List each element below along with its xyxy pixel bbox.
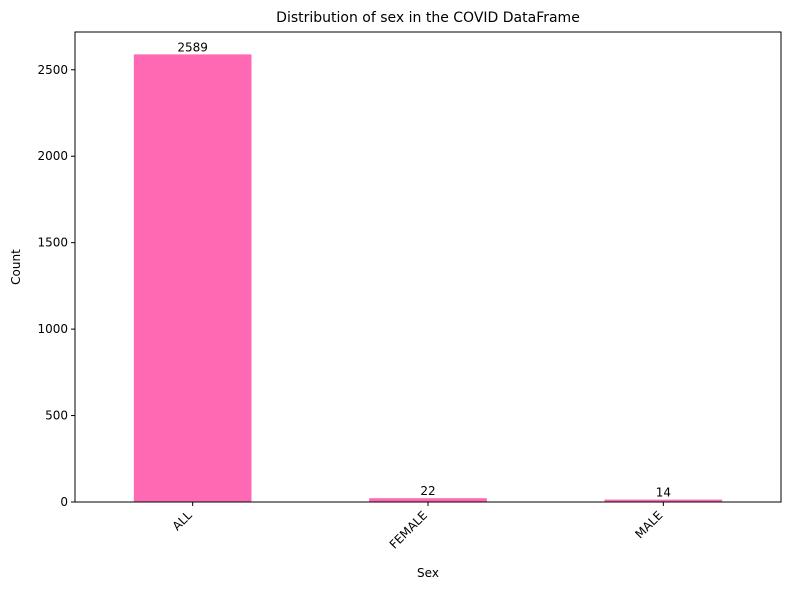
x-tick-label: ALL: [170, 508, 195, 533]
y-tick-label: 500: [45, 409, 68, 423]
plot-area: 0 500 1000 1500 2000 2500 2589 ALL 22 FEMALE 14 MAL…: [37, 40, 723, 552]
x-tick-label: MALE: [632, 508, 665, 541]
bar-value-label: 14: [656, 486, 671, 500]
bar-female: [369, 498, 487, 502]
y-tick-label: 2000: [37, 149, 68, 163]
axes-frame: [74, 31, 782, 503]
y-axis-label: Count: [9, 249, 23, 285]
y-tick-label: 2500: [37, 63, 68, 77]
bar-value-label: 2589: [177, 40, 208, 54]
bar-male: [604, 499, 723, 502]
y-tick-label: 1500: [37, 236, 68, 250]
bar-value-label: 22: [420, 484, 435, 498]
x-axis-label: Sex: [417, 566, 439, 580]
y-tick-label: 1000: [37, 322, 68, 336]
x-tick-label: FEMALE: [387, 508, 430, 551]
chart-title: Distribution of sex in the COVID DataFra…: [276, 10, 580, 26]
y-tick-label: 0: [60, 495, 68, 509]
bar-all: [133, 54, 252, 502]
